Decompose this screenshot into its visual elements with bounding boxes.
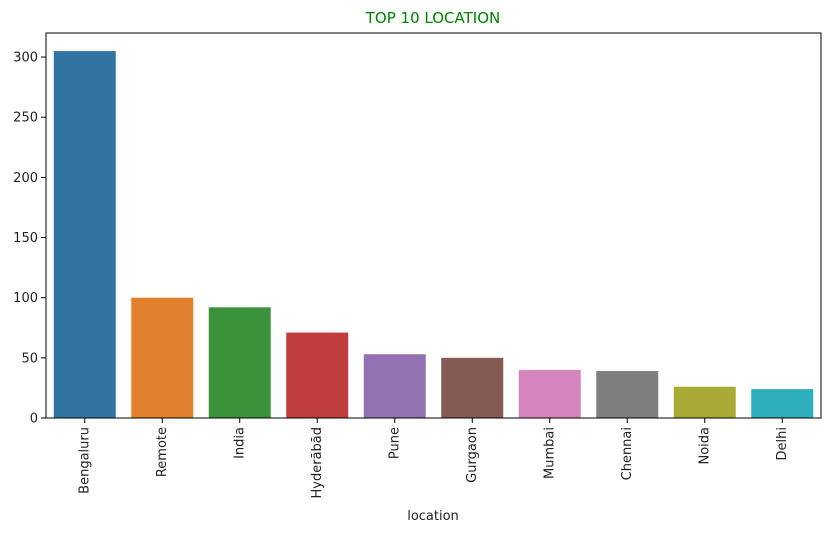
x-tick-label-mumbai: Mumbai	[542, 427, 557, 479]
plot-frame	[45, 32, 822, 419]
y-tick-label-250: 250	[13, 111, 38, 126]
x-tick-label-chennai: Chennai	[620, 427, 635, 480]
x-tick-label-bengaluru: Bengaluru	[77, 427, 92, 494]
x-tick-label-noida: Noida	[697, 427, 712, 465]
x-axis-label: location	[407, 509, 459, 524]
bars-group	[53, 51, 814, 419]
bar-chennai	[596, 371, 659, 418]
bar-gurgaon	[441, 357, 504, 418]
bar-delhi	[751, 389, 814, 419]
bar-mumbai	[518, 369, 581, 419]
y-tick-label-0: 0	[30, 412, 38, 427]
bar-india	[208, 307, 271, 418]
y-tick-label-200: 200	[13, 171, 38, 186]
x-tick-label-hyderabad: Hyderābād	[310, 427, 325, 499]
bar-pune	[363, 354, 426, 418]
x-tick-label-gurgaon: Gurgaon	[465, 427, 480, 483]
y-tick-label-100: 100	[13, 291, 38, 306]
y-axis: 0 50 100 150 200 250 300	[13, 51, 46, 427]
y-tick-label-50: 50	[21, 351, 38, 366]
y-tick-label-300: 300	[13, 51, 38, 66]
x-tick-label-pune: Pune	[387, 427, 402, 459]
x-tick-label-india: India	[232, 427, 247, 459]
x-tick-label-delhi: Delhi	[775, 427, 790, 460]
y-tick-label-150: 150	[13, 231, 38, 246]
bar-remote	[131, 297, 194, 418]
bar-bengaluru	[53, 51, 116, 419]
x-axis: Bengaluru Remote India Hyderābād Pune Gurgaon…	[77, 418, 790, 499]
chart-title: TOP 10 LOCATION	[365, 9, 500, 27]
x-tick-label-remote: Remote	[155, 427, 170, 477]
bar-noida	[673, 386, 736, 418]
bar-hyderabad	[286, 332, 349, 418]
